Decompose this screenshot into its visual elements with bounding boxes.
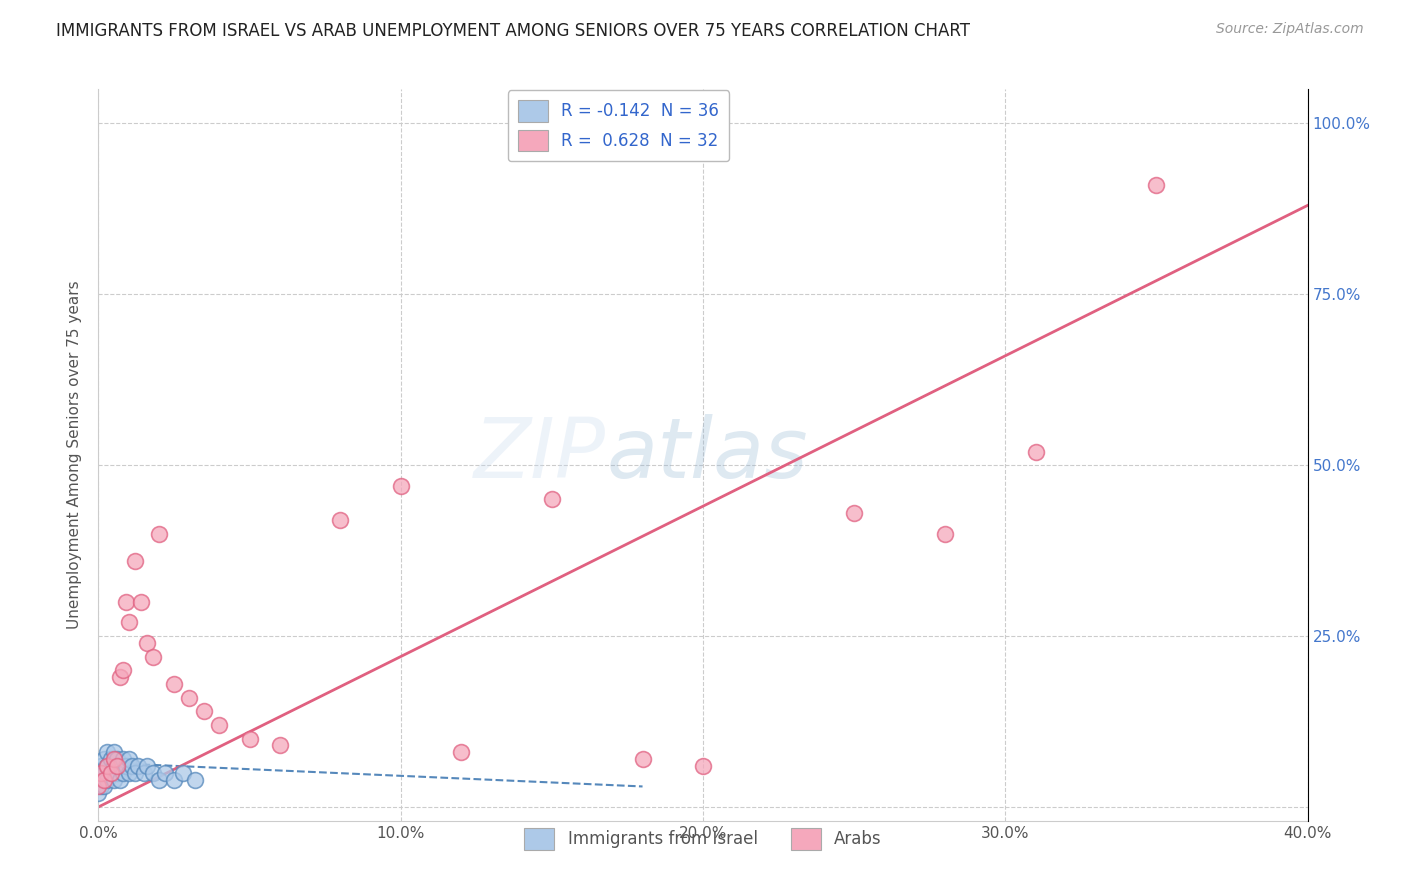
Point: [153, 765, 176, 780]
Point: [90, 765, 112, 780]
Point: [129, 595, 152, 609]
Text: ZIP: ZIP: [474, 415, 606, 495]
Point: [90, 780, 112, 794]
Point: [96, 745, 118, 759]
Point: [1024, 444, 1046, 458]
Point: [450, 745, 472, 759]
Point: [108, 772, 131, 787]
Point: [108, 759, 131, 773]
Point: [163, 772, 186, 787]
Point: [90, 765, 112, 780]
Text: IMMIGRANTS FROM ISRAEL VS ARAB UNEMPLOYMENT AMONG SENIORS OVER 75 YEARS CORRELAT: IMMIGRANTS FROM ISRAEL VS ARAB UNEMPLOYM…: [56, 22, 970, 40]
Point: [163, 677, 186, 691]
Point: [93, 772, 115, 787]
Point: [103, 772, 125, 787]
Point: [103, 745, 125, 759]
Point: [87, 780, 110, 794]
Point: [96, 759, 118, 773]
Point: [100, 765, 122, 780]
Point: [148, 526, 170, 541]
Point: [1144, 178, 1167, 192]
Point: [96, 759, 118, 773]
Legend: Immigrants from Israel, Arabs: Immigrants from Israel, Arabs: [517, 822, 889, 856]
Point: [105, 752, 128, 766]
Point: [103, 759, 125, 773]
Point: [108, 670, 131, 684]
Point: [329, 513, 352, 527]
Point: [269, 739, 291, 753]
Point: [87, 786, 110, 800]
Point: [631, 752, 654, 766]
Text: Source: ZipAtlas.com: Source: ZipAtlas.com: [1216, 22, 1364, 37]
Point: [121, 759, 143, 773]
Point: [87, 772, 110, 787]
Point: [135, 636, 157, 650]
Point: [692, 759, 714, 773]
Point: [105, 765, 128, 780]
Point: [132, 765, 155, 780]
Point: [135, 759, 157, 773]
Point: [118, 615, 141, 630]
Point: [148, 772, 170, 787]
Point: [208, 718, 231, 732]
Point: [142, 649, 165, 664]
Point: [103, 752, 125, 766]
Point: [118, 752, 141, 766]
Point: [540, 492, 562, 507]
Text: atlas: atlas: [606, 415, 808, 495]
Point: [184, 772, 207, 787]
Point: [114, 759, 136, 773]
Point: [111, 752, 134, 766]
Point: [100, 752, 122, 766]
Point: [193, 704, 215, 718]
Point: [172, 765, 194, 780]
Y-axis label: Unemployment Among Seniors over 75 years: Unemployment Among Seniors over 75 years: [67, 281, 83, 629]
Point: [105, 759, 128, 773]
Point: [127, 759, 149, 773]
Point: [93, 752, 115, 766]
Point: [96, 772, 118, 787]
Point: [389, 478, 412, 492]
Point: [934, 526, 956, 541]
Point: [124, 554, 146, 568]
Point: [118, 765, 141, 780]
Point: [90, 759, 112, 773]
Point: [100, 765, 122, 780]
Point: [93, 765, 115, 780]
Point: [179, 690, 201, 705]
Point: [114, 595, 136, 609]
Point: [111, 765, 134, 780]
Point: [844, 506, 866, 520]
Point: [111, 663, 134, 677]
Point: [239, 731, 262, 746]
Point: [142, 765, 165, 780]
Point: [93, 780, 115, 794]
Point: [124, 765, 146, 780]
